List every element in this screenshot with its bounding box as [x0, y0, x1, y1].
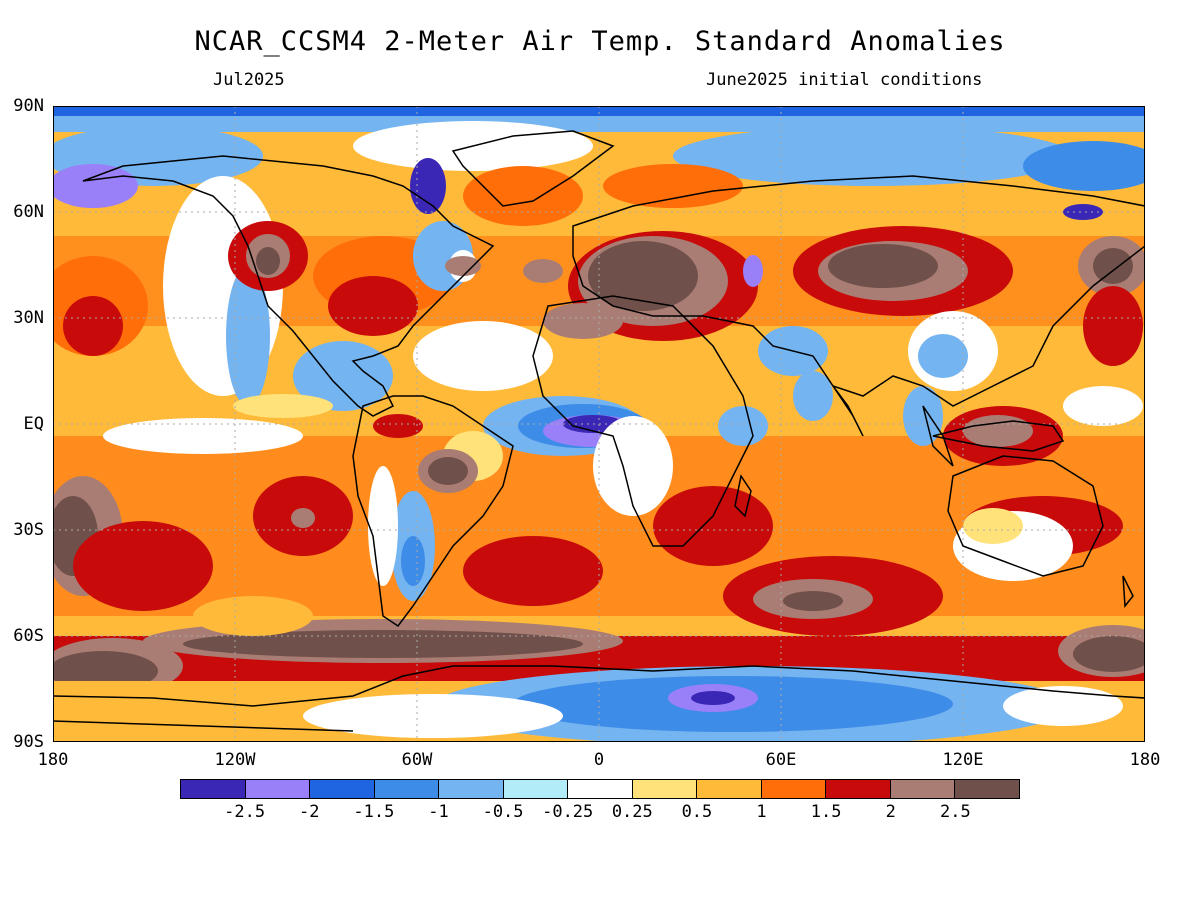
colorbar-label: 0.25	[611, 802, 653, 822]
colorbar-swatch	[890, 780, 956, 798]
lat-label-90s: 90S	[13, 732, 44, 752]
lon-label-60e: 60E	[765, 750, 797, 770]
colorbar-swatch	[826, 780, 891, 798]
colorbar-label: -1	[428, 802, 449, 822]
graticule	[53, 106, 1145, 742]
coastlines	[53, 130, 1145, 732]
colorbar-swatch	[374, 780, 440, 798]
colorbar-swatch	[310, 780, 375, 798]
lat-label-90n: 90N	[13, 96, 44, 116]
colorbar-swatch	[697, 780, 762, 798]
colorbar-swatch	[632, 780, 698, 798]
initial-conditions-label: June2025 initial conditions	[706, 70, 983, 90]
colorbar	[180, 779, 1020, 799]
lon-label-180w: 180	[37, 750, 69, 770]
map-frame	[53, 106, 1145, 742]
colorbar-swatch	[761, 780, 827, 798]
colorbar-label: 0.5	[681, 802, 713, 822]
lon-label-0: 0	[593, 750, 605, 770]
lat-label-60n: 60N	[13, 202, 44, 222]
lon-label-180e: 180	[1129, 750, 1161, 770]
colorbar-swatch	[245, 780, 311, 798]
lat-label-30s: 30S	[13, 520, 44, 540]
anomaly-map	[53, 106, 1145, 742]
lon-label-60w: 60W	[401, 750, 433, 770]
colorbar-label: 2.5	[940, 802, 971, 822]
colorbar-swatch	[181, 780, 246, 798]
colorbar-label: -1.5	[353, 802, 395, 822]
colorbar-swatch	[503, 780, 569, 798]
colorbar-swatch	[955, 780, 1019, 798]
colorbar-swatch	[439, 780, 504, 798]
lat-label-eq: EQ	[23, 414, 44, 434]
colorbar-label: -2.5	[224, 802, 266, 822]
colorbar-label: 1	[756, 802, 767, 822]
valid-month-label: Jul2025	[213, 70, 285, 90]
colorbar-label: 2	[885, 802, 896, 822]
lat-label-30n: 30N	[13, 308, 44, 328]
colorbar-swatch	[568, 780, 633, 798]
lon-label-120e: 120E	[942, 750, 984, 770]
map-title: NCAR_CCSM4 2-Meter Air Temp. Standard An…	[194, 26, 1006, 57]
colorbar-label: 1.5	[810, 802, 842, 822]
lat-label-60s: 60S	[13, 626, 44, 646]
colorbar-label: -2	[298, 802, 320, 822]
colorbar-label: -0.5	[482, 802, 524, 822]
colorbar-label: -0.25	[542, 802, 594, 822]
lon-label-120w: 120W	[214, 750, 256, 770]
